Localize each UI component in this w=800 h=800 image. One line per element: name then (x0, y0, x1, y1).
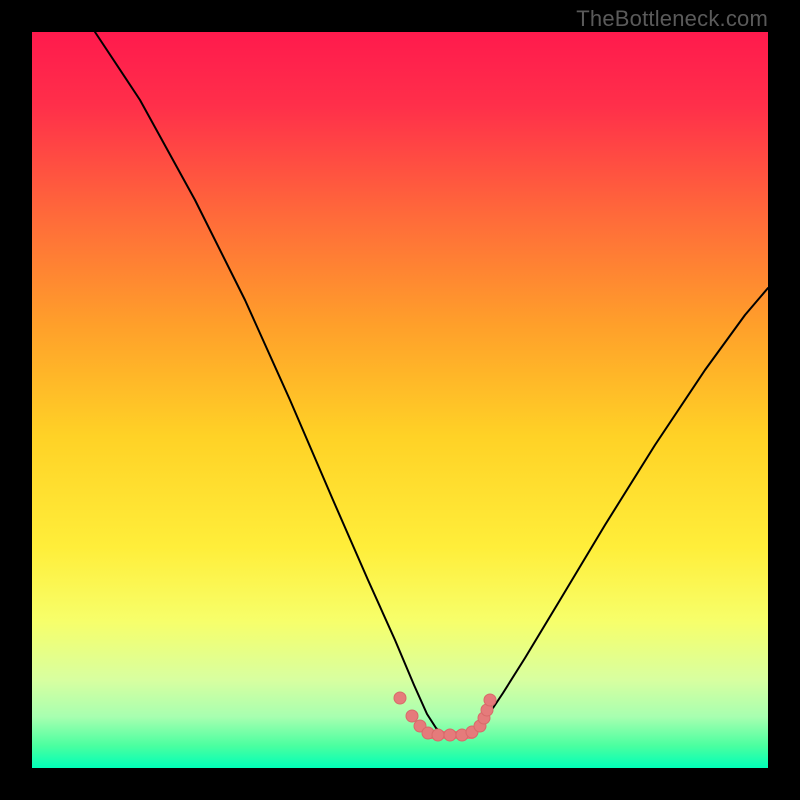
marker-dot (432, 729, 444, 741)
marker-dot (484, 694, 496, 706)
marker-dot (394, 692, 406, 704)
marker-dot (444, 729, 456, 741)
watermark-text: TheBottleneck.com (576, 6, 768, 32)
marker-group (394, 692, 496, 741)
marker-dot (406, 710, 418, 722)
bottleneck-chart: TheBottleneck.com (0, 0, 800, 800)
curve-layer (0, 0, 800, 800)
bottleneck-curve (95, 32, 768, 734)
